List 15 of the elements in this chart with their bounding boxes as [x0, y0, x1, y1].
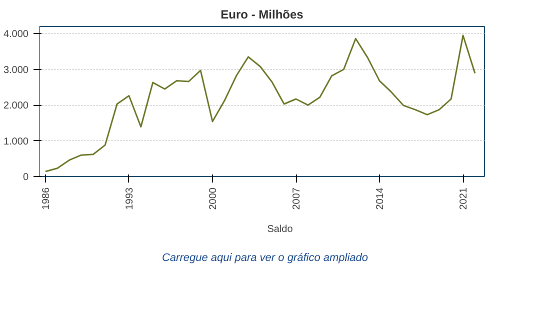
x-tick-label: 2007 — [292, 187, 302, 210]
x-tick-label: 2021 — [458, 187, 470, 210]
x-tick-label: 1986 — [40, 187, 52, 210]
x-tick-label: 2000 — [208, 187, 219, 210]
y-tick-label: 0 — [22, 172, 29, 183]
y-tick-label: 2.000 — [3, 100, 29, 112]
text: Carregue aqui para ver o gráfico ampliado — [162, 251, 368, 266]
text: Saldo — [267, 224, 293, 234]
chart-title: Euro - Milhões — [220, 8, 304, 22]
y-tick-label: 3.000 — [3, 64, 29, 76]
x-tick-label: 2014 — [375, 187, 386, 210]
x-tick-label: 1993 — [124, 187, 136, 210]
line-series — [44, 34, 476, 172]
y-tick-label: 1.000 — [3, 136, 29, 148]
y-tick-label: 4.000 — [3, 29, 29, 40]
